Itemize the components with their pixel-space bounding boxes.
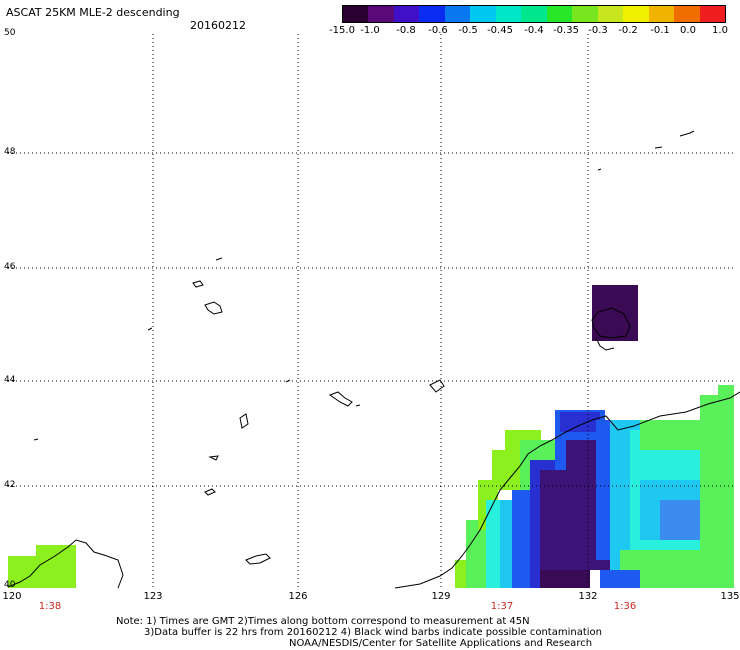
lon-label-123: 123: [143, 591, 163, 602]
data-cell: [718, 385, 734, 405]
data-cell: [560, 412, 600, 432]
colorbar-label: -15.0: [329, 25, 355, 36]
lon-label-126: 126: [288, 591, 308, 602]
note-line-3: NOAA/NESDIS/Center for Satellite Applica…: [289, 638, 593, 649]
data-patch-island: [592, 285, 638, 341]
coast-lake-11: [215, 257, 223, 261]
data-cell: [455, 560, 467, 588]
colorbar-segment: [495, 6, 522, 22]
lon-label-129: 129: [431, 591, 451, 602]
lat-label-46: 46: [4, 262, 16, 272]
colorbar-segment: [368, 6, 394, 22]
coast-lake-9: [679, 130, 695, 137]
colorbar-segment: [444, 6, 471, 22]
lon-label-135: 135: [720, 591, 740, 602]
colorbar-label: -0.3: [588, 25, 608, 36]
coast-lake-5: [239, 413, 249, 429]
colorbar-label: -0.2: [618, 25, 638, 36]
colorbar-segment: [521, 6, 547, 22]
colorbar-segment: [699, 6, 726, 22]
colorbar: [342, 5, 726, 23]
colorbar-label: -0.35: [553, 25, 579, 36]
time-label-1: 1:38: [38, 601, 62, 612]
coast-lake-7: [204, 488, 216, 496]
lat-label-44: 44: [4, 375, 16, 385]
map-date: 20160212: [190, 19, 246, 32]
colorbar-segment: [623, 6, 649, 22]
lat-label-40: 40: [4, 580, 16, 590]
coast-lake-1: [204, 301, 223, 315]
colorbar-label: -0.45: [487, 25, 513, 36]
coast-lake-15: [355, 404, 361, 407]
data-cell: [600, 570, 640, 588]
coast-lake-2: [192, 280, 204, 288]
colorbar-label: -0.8: [396, 25, 416, 36]
data-cell: [466, 520, 486, 588]
coast-lake-13: [33, 438, 39, 441]
colorbar-segment: [393, 6, 420, 22]
colorbar-segment: [419, 6, 445, 22]
coast-lake-16: [597, 168, 602, 171]
coast-peninsula-sw: [7, 539, 124, 589]
lat-label-50: 50: [4, 28, 16, 38]
colorbar-segment: [546, 6, 573, 22]
colorbar-label: 0.0: [680, 25, 696, 36]
colorbar-label: -0.6: [428, 25, 448, 36]
colorbar-segment: [674, 6, 700, 22]
coastlines: [7, 130, 740, 589]
colorbar-label: -0.5: [458, 25, 478, 36]
coast-lake-8: [208, 455, 219, 461]
note-line-2: 3)Data buffer is 22 hrs from 20160212 4)…: [144, 627, 602, 638]
coast-island-east: [591, 307, 631, 339]
data-cell: [660, 500, 700, 540]
time-label-2: 1:37: [490, 601, 514, 612]
colorbar-segment: [470, 6, 496, 22]
grid-lines: [8, 34, 734, 588]
colorbar-segment: [597, 6, 624, 22]
time-label-3: 1:36: [613, 601, 637, 612]
coast-lake-12: [147, 327, 153, 331]
colorbar-label: -0.4: [524, 25, 544, 36]
colorbar-label: 1.0: [712, 25, 728, 36]
coast-lake-4: [429, 379, 445, 393]
coast-lake-14: [285, 379, 291, 383]
colorbar-segment: [572, 6, 598, 22]
lon-label-120: 120: [2, 591, 22, 602]
coast-lake-6: [245, 553, 271, 565]
coast-lake-3: [328, 391, 353, 407]
data-patch-sw: [8, 566, 20, 588]
map-title: ASCAT 25KM MLE-2 descending: [6, 6, 180, 19]
lat-label-48: 48: [4, 147, 16, 157]
colorbar-label: -0.1: [650, 25, 670, 36]
coast-lake-10: [654, 146, 663, 149]
coast-island-east-tip: [595, 337, 615, 351]
data-cells: [8, 285, 734, 588]
note-line-1: Note: 1) Times are GMT 2)Times along bot…: [116, 616, 530, 627]
colorbar-labels: -15.0 -1.0 -0.8 -0.6 -0.5 -0.45 -0.4 -0.35 -0.3-…: [329, 25, 730, 39]
colorbar-label: -1.0: [360, 25, 380, 36]
colorbar-segment: [343, 6, 369, 22]
coast-east-mainland: [394, 391, 740, 589]
colorbar-segment: [648, 6, 675, 22]
lon-label-132: 132: [578, 591, 598, 602]
data-cell: [540, 520, 590, 570]
lat-label-42: 42: [4, 480, 16, 490]
